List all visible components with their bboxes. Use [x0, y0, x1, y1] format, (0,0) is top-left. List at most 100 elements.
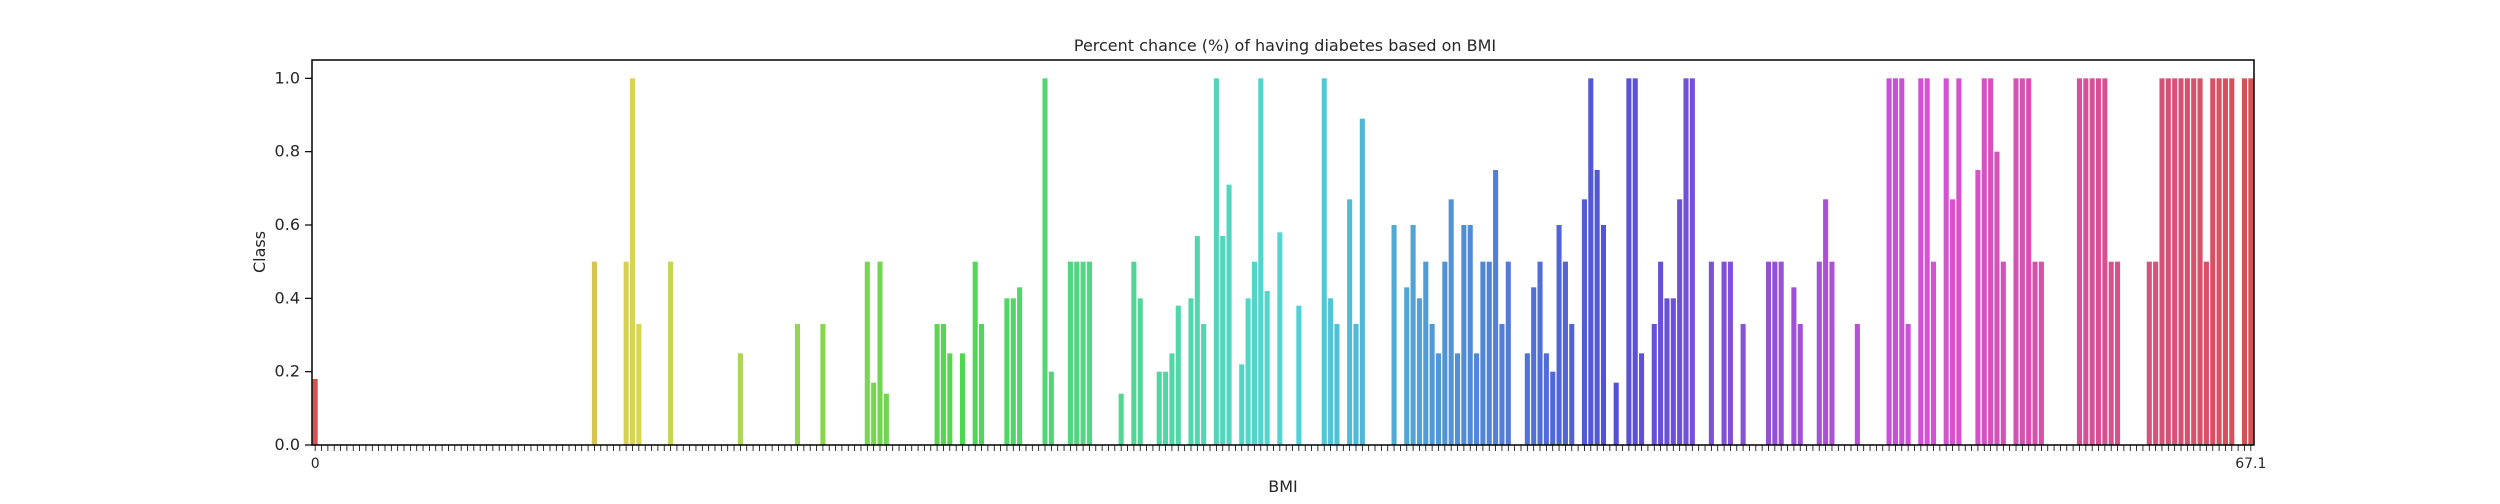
- bar: [1950, 199, 1956, 445]
- bar: [1296, 305, 1302, 445]
- bar: [1156, 371, 1162, 445]
- bar: [794, 324, 801, 445]
- bar: [1778, 261, 1784, 445]
- y-tick-label: 1.0: [275, 68, 300, 87]
- bar: [2197, 78, 2203, 445]
- bar: [1683, 78, 1689, 445]
- bar: [1486, 261, 1492, 445]
- y-tick-label: 0.6: [275, 215, 300, 234]
- bar: [2076, 78, 2083, 445]
- bar: [1524, 353, 1530, 445]
- bar: [1201, 324, 1207, 445]
- bar: [2222, 78, 2228, 445]
- bar: [2102, 78, 2108, 445]
- bar: [1067, 261, 1073, 445]
- bar: [1816, 261, 1822, 445]
- bar: [1639, 353, 1645, 445]
- bar: [1442, 261, 1448, 445]
- bar: [1321, 78, 1327, 445]
- bar: [1740, 324, 1746, 445]
- bar: [1543, 353, 1549, 445]
- bar: [1569, 324, 1575, 445]
- bar: [1258, 78, 1264, 445]
- bar: [1727, 261, 1733, 445]
- y-axis: 0.0 0.2 0.4 0.6 0.8 1.0: [275, 68, 312, 454]
- bar: [1004, 298, 1010, 445]
- bar: [636, 324, 642, 445]
- bar: [1169, 353, 1175, 445]
- bar: [591, 261, 597, 445]
- bar: [1613, 382, 1619, 445]
- y-tick-label: 0.2: [275, 362, 300, 381]
- bar: [979, 324, 985, 445]
- bar: [1416, 298, 1422, 445]
- bar: [2038, 261, 2044, 445]
- bar: [2026, 78, 2032, 445]
- bar: [2095, 78, 2102, 445]
- bar: [2159, 78, 2165, 445]
- bar: [1194, 236, 1200, 445]
- bar: [1131, 261, 1137, 445]
- bar: [1924, 78, 1930, 445]
- bar: [2032, 261, 2038, 445]
- bar: [883, 393, 889, 445]
- bar: [1677, 199, 1683, 445]
- bar: [1626, 78, 1632, 445]
- bar: [1404, 287, 1410, 445]
- bar: [1918, 78, 1924, 445]
- bar: [1632, 78, 1638, 445]
- bar: [1080, 261, 1086, 445]
- bar: [2153, 261, 2159, 445]
- bar: [1651, 324, 1657, 445]
- bar: [1163, 371, 1169, 445]
- bar: [2178, 78, 2184, 445]
- bar: [1353, 324, 1359, 445]
- bar: [2191, 78, 2197, 445]
- bar: [2248, 78, 2254, 445]
- bar: [1765, 261, 1772, 445]
- bar: [1188, 298, 1194, 445]
- bar: [1499, 324, 1505, 445]
- bar: [1505, 261, 1511, 445]
- bar: [1981, 78, 1987, 445]
- bar: [1664, 298, 1670, 445]
- bar: [1721, 261, 1727, 445]
- bar: [1956, 78, 1962, 445]
- bar: [959, 353, 966, 445]
- bar: [2115, 261, 2121, 445]
- bar: [1328, 298, 1334, 445]
- x-tick-label: 67.1: [2235, 456, 2266, 472]
- bar: [1658, 261, 1664, 445]
- bar: [1930, 261, 1937, 445]
- y-tick-label: 0.0: [275, 435, 300, 454]
- bar: [2013, 78, 2019, 445]
- y-tick-label: 0.8: [275, 142, 300, 161]
- bar: [1689, 78, 1695, 445]
- bar: [1448, 199, 1454, 445]
- bar: [1245, 298, 1251, 445]
- bar: [1251, 261, 1257, 445]
- bar: [1537, 261, 1543, 445]
- bar: [1892, 78, 1898, 445]
- bar: [1347, 199, 1353, 445]
- bar: [972, 261, 978, 445]
- bar: [1074, 261, 1080, 445]
- bar: [2172, 78, 2178, 445]
- bar: [820, 324, 826, 445]
- bar: [1562, 261, 1568, 445]
- bar: [629, 78, 636, 445]
- bar: [2000, 261, 2006, 445]
- bar: [1943, 78, 1949, 445]
- x-axis: 0 67.1: [311, 445, 2266, 472]
- bar: [1423, 261, 1429, 445]
- bar: [2146, 261, 2152, 445]
- bar: [1550, 371, 1556, 445]
- bar: [2241, 78, 2248, 445]
- bar: [934, 324, 940, 445]
- bar: [1556, 225, 1562, 445]
- bar: [1823, 199, 1829, 445]
- bar: [2216, 78, 2222, 445]
- bar: [312, 379, 318, 445]
- bar: [2229, 78, 2235, 445]
- bar: [1220, 236, 1226, 445]
